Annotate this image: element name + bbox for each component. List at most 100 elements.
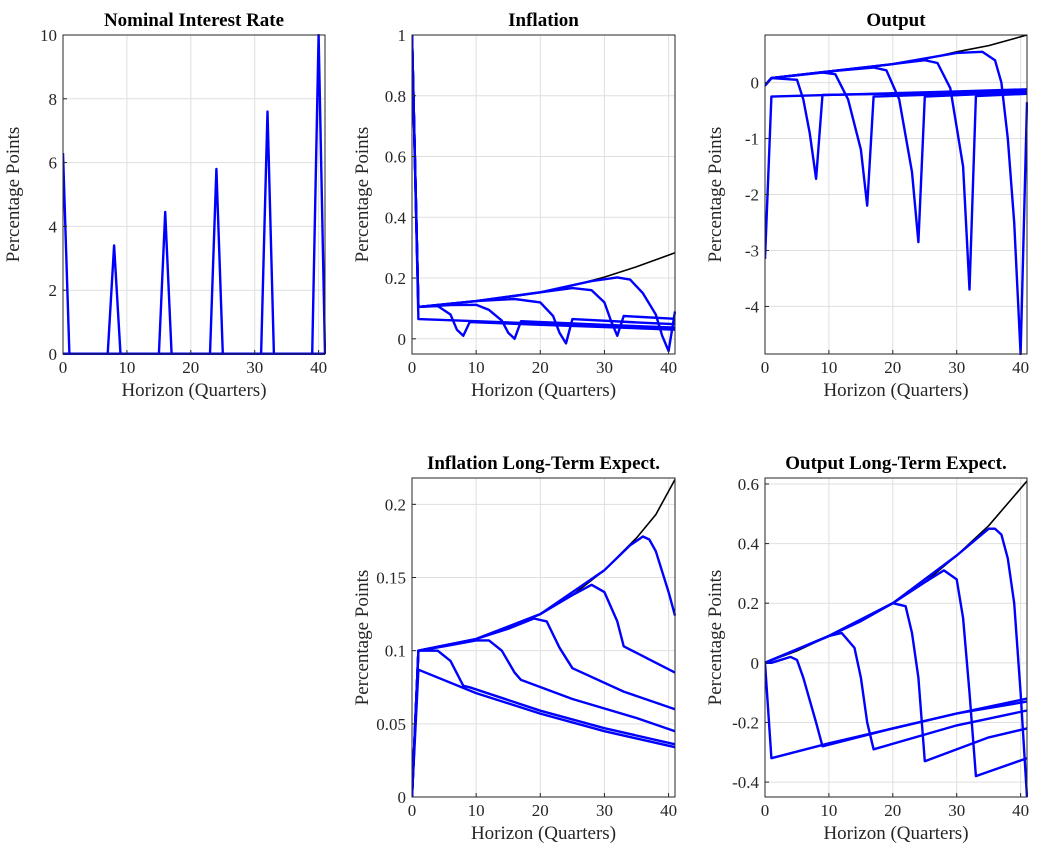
y-tick-label: -4 [745,297,760,316]
y-tick-label: 1 [398,26,407,45]
x-tick-label: 10 [118,358,135,377]
y-tick-label: 0 [398,330,407,349]
x-tick-label: 10 [468,801,485,820]
y-tick-label: 0.1 [385,642,406,661]
y-tick-label: 0.2 [738,594,759,613]
y-tick-label: 0.4 [738,535,760,554]
x-tick-label: 0 [761,358,770,377]
subplot-infl_exp: 0 10 20 30 40 0 0.05 0.1 0.15 0.2 Inflation Long-T… [352,453,677,844]
y-tick-label: 0 [398,788,407,807]
y-axis-label: Percentage Points [352,570,373,706]
x-axis-label: Horizon (Quarters) [823,380,968,401]
x-tick-label: 40 [310,358,327,377]
series-group [765,480,1028,798]
y-tick-label: 2 [49,281,58,300]
y-tick-label: 0.6 [385,148,406,167]
series-line-2 [765,655,1028,748]
subplot-output: 0 10 20 30 40 -4 -3 -2 -1 0 Output Horizon (Quarter… [705,10,1029,401]
reference-line [765,480,1028,664]
y-tick-label: 0.05 [376,715,406,734]
x-tick-label: 0 [59,358,68,377]
y-axis-label: Percentage Points [352,127,373,263]
series-line-3 [765,631,1028,751]
series-line-4 [765,66,1028,244]
x-tick-label: 0 [408,801,417,820]
x-tick-label: 40 [660,358,677,377]
plot-frame [764,477,1028,798]
series-line-4 [412,34,676,345]
series-line-6 [765,527,1028,798]
y-tick-label: 0.8 [385,87,406,106]
subplot-title: Nominal Interest Rate [104,10,284,31]
subplot-inflation: 0 10 20 30 40 0 0.2 0.4 0.6 0.8 1 Inflation Horizon … [352,10,677,401]
x-tick-label: 20 [532,801,549,820]
series-line-3 [63,167,325,355]
y-tick-label: 4 [49,217,58,236]
series-group [412,479,676,798]
series-line-5 [412,583,676,798]
x-tick-label: 40 [660,801,677,820]
y-tick-label: -3 [745,241,759,260]
y-tick-label: 8 [49,90,58,109]
x-tick-label: 40 [1012,801,1029,820]
series-group [63,34,326,355]
series-line-5 [63,34,326,355]
y-axis-label: Percentage Points [705,570,726,706]
plot-frame [411,477,676,798]
subplot-title: Output Long-Term Expect. [785,453,1007,474]
series-line-0 [63,152,325,355]
x-tick-label: 10 [468,358,485,377]
plot-frame [411,34,676,355]
y-tick-label: -2 [745,186,759,205]
series-group [412,34,676,353]
y-tick-label: -0.4 [732,773,759,792]
series-group [765,34,1028,355]
x-tick-label: 40 [1012,358,1029,377]
x-tick-label: 30 [596,801,613,820]
reference-line [412,34,676,308]
x-tick-label: 30 [948,358,965,377]
y-axis-label: Percentage Points [3,127,24,263]
x-axis-label: Horizon (Quarters) [121,380,266,401]
series-line-6 [412,34,676,353]
y-tick-label: 0.4 [385,208,407,227]
series-line-2 [63,210,325,355]
y-tick-label: -0.2 [732,713,759,732]
y-tick-label: 0 [751,74,760,93]
y-tick-label: 0 [49,345,58,364]
subplot-title: Inflation Long-Term Expect. [427,453,660,474]
x-tick-label: 10 [820,358,837,377]
subplot-nominal: 0 10 20 30 40 0 2 4 6 8 10 Nominal Interest Rate Hor… [3,10,327,401]
series-line-2 [765,76,1028,181]
x-axis-label: Horizon (Quarters) [471,380,616,401]
x-axis-label: Horizon (Quarters) [471,823,616,844]
subplot-output_exp: 0 10 20 30 40 -0.4 -0.2 0 0.2 0.4 0.6 Output Long-T… [705,453,1029,844]
x-tick-label: 0 [408,358,417,377]
x-axis-label: Horizon (Quarters) [823,823,968,844]
y-tick-label: 0.2 [385,269,406,288]
x-tick-label: 10 [820,801,837,820]
subplot-title: Output [866,10,926,31]
series-line-6 [412,535,676,798]
subplot-title: Inflation [508,10,579,31]
y-tick-label: 0.15 [376,569,406,588]
series-line-6 [765,50,1028,355]
x-tick-label: 30 [246,358,263,377]
reference-line [412,479,676,798]
x-tick-label: 30 [596,358,613,377]
y-tick-label: 6 [49,154,58,173]
y-axis-label: Percentage Points [705,127,726,263]
reference-line [765,34,1028,86]
series-line-4 [63,110,325,355]
plot-frame [62,34,326,355]
series-line-1 [765,88,1028,259]
y-tick-label: -1 [745,130,759,149]
series-line-3 [412,34,676,340]
x-tick-label: 0 [761,801,770,820]
y-tick-label: 0.6 [738,475,759,494]
x-tick-label: 20 [182,358,199,377]
y-tick-label: 0 [751,654,760,673]
series-line-1 [63,244,325,355]
x-tick-label: 30 [948,801,965,820]
